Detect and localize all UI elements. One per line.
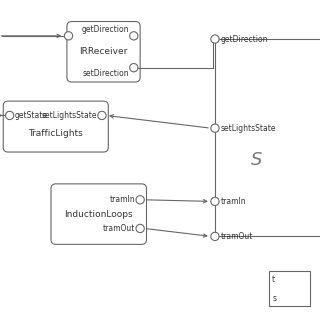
- FancyBboxPatch shape: [269, 271, 310, 307]
- Text: getState: getState: [15, 111, 48, 120]
- FancyBboxPatch shape: [51, 184, 147, 244]
- Text: getDirection: getDirection: [220, 35, 268, 44]
- Text: TrafficLights: TrafficLights: [28, 129, 83, 138]
- Text: setLightsState: setLightsState: [220, 124, 276, 133]
- Circle shape: [211, 35, 219, 43]
- Text: s: s: [272, 294, 276, 303]
- Text: S: S: [251, 151, 262, 169]
- Circle shape: [136, 224, 144, 233]
- Text: getDirection: getDirection: [82, 25, 129, 34]
- Text: tramOut: tramOut: [220, 232, 253, 241]
- Circle shape: [211, 232, 219, 241]
- Circle shape: [211, 197, 219, 205]
- Text: tramOut: tramOut: [103, 224, 135, 233]
- FancyBboxPatch shape: [3, 101, 108, 152]
- FancyBboxPatch shape: [67, 21, 140, 82]
- Circle shape: [136, 196, 144, 204]
- Text: InductionLoops: InductionLoops: [64, 210, 133, 219]
- Text: setLightsState: setLightsState: [41, 111, 97, 120]
- Circle shape: [130, 32, 138, 40]
- Circle shape: [64, 32, 73, 40]
- Text: setDirection: setDirection: [82, 69, 129, 78]
- Circle shape: [130, 64, 138, 72]
- Circle shape: [211, 124, 219, 132]
- Circle shape: [98, 111, 106, 120]
- Circle shape: [5, 111, 14, 120]
- Text: tramIn: tramIn: [109, 195, 135, 204]
- Text: tramIn: tramIn: [220, 197, 246, 206]
- Text: IRReceiver: IRReceiver: [79, 47, 128, 56]
- Text: t: t: [272, 275, 276, 284]
